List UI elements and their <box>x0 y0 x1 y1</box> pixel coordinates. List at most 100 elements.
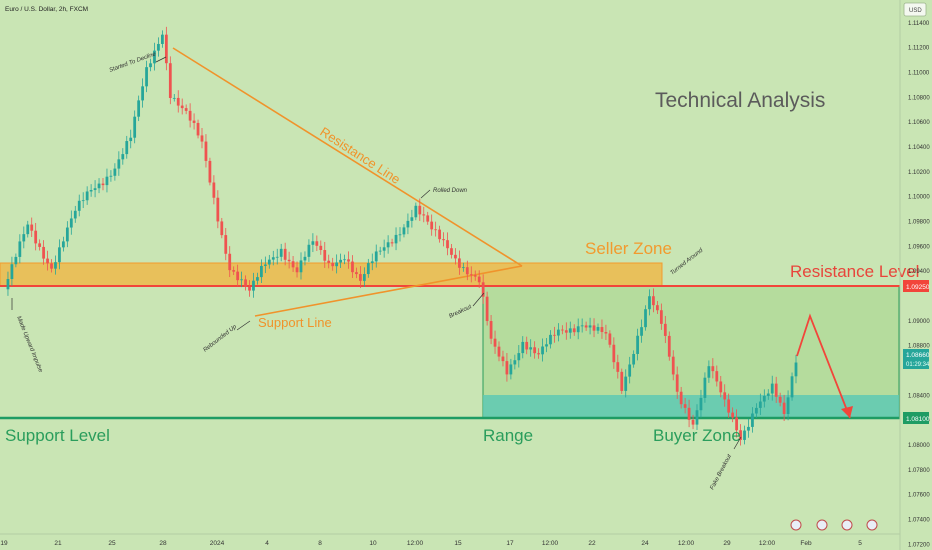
us-flag-event-icon[interactable] <box>816 519 828 531</box>
candle-body <box>279 248 283 257</box>
time-tick-label: 12:00 <box>678 540 695 547</box>
candle-body <box>267 259 271 265</box>
candle-body <box>73 210 77 219</box>
time-tick-label: 25 <box>108 540 116 547</box>
candle-body <box>208 160 212 183</box>
candle-body <box>62 241 65 248</box>
candle-body <box>125 141 129 155</box>
candle-body <box>109 175 113 177</box>
candle-body <box>489 321 493 339</box>
candle-body <box>608 333 612 345</box>
candle-body <box>774 383 778 397</box>
candle-body <box>260 265 263 278</box>
candle-body <box>248 286 251 291</box>
candle-body <box>370 261 374 264</box>
candle-body <box>739 430 742 440</box>
candle-body <box>145 67 148 87</box>
candle-body <box>85 191 89 201</box>
support-level-label: Support Level <box>5 426 110 445</box>
candle-body <box>794 362 798 377</box>
candle-body <box>778 396 782 403</box>
seller-zone-box <box>0 262 663 287</box>
time-tick-label: 19 <box>0 540 8 547</box>
candle-body <box>343 259 346 261</box>
price-tick-label: 1.07600 <box>908 493 930 499</box>
candle-body <box>656 305 659 311</box>
candle-body <box>303 256 307 261</box>
candle-body <box>315 241 319 246</box>
candle-body <box>695 410 699 425</box>
symbol-title: Euro / U.S. Dollar, 2h, FXCM <box>5 6 88 13</box>
event-icons[interactable] <box>790 519 878 531</box>
candle-body <box>168 63 172 98</box>
candle-body <box>426 215 430 222</box>
currency-badge[interactable] <box>903 2 927 17</box>
us-flag-event-icon[interactable] <box>790 519 802 531</box>
candle-body <box>244 279 247 287</box>
candle-body <box>6 278 10 290</box>
time-tick-label: 29 <box>723 540 731 547</box>
candle-body <box>790 376 794 398</box>
price-tick-label: 1.09800 <box>908 220 930 226</box>
countdown-text: 01:29:34 <box>906 362 930 368</box>
candle-body <box>172 97 176 99</box>
candle-body <box>188 110 192 121</box>
candle-body <box>69 218 73 228</box>
price-tick-label: 1.07800 <box>908 468 930 474</box>
candle-body <box>659 310 663 324</box>
seller-zone-label: Seller Zone <box>585 239 672 258</box>
currency-badge-text: USD <box>909 8 922 14</box>
time-tick-label: Feb <box>800 540 812 547</box>
candle-body <box>113 168 117 176</box>
candle-body <box>766 393 770 396</box>
candle-body <box>22 234 26 242</box>
candle-body <box>501 356 505 362</box>
price-tick-label: 1.08400 <box>908 393 930 399</box>
time-tick-label: 2024 <box>210 540 225 547</box>
candle-body <box>200 135 204 142</box>
candle-body <box>572 328 576 333</box>
candle-body <box>386 242 390 248</box>
price-tick-label: 1.09400 <box>908 269 930 275</box>
price-tick-label: 1.10000 <box>908 195 930 201</box>
support-trend-line <box>254 265 523 317</box>
range-label: Range <box>483 426 533 445</box>
candle-body <box>355 272 358 275</box>
candle-body <box>461 267 465 269</box>
time-tick-label: 4 <box>265 540 269 547</box>
candle-body <box>26 224 30 235</box>
candle-body <box>545 344 548 347</box>
candle-body <box>394 234 398 244</box>
projection-arrowhead <box>841 406 853 418</box>
resistance-level-label: Resistance Level <box>790 262 919 281</box>
us-flag-event-icon[interactable] <box>866 519 878 531</box>
candle-body <box>560 329 564 331</box>
candle-body <box>418 205 422 215</box>
candle-body <box>65 227 69 242</box>
candle-body <box>549 334 552 345</box>
resistance-price-tag-text: 1.09250 <box>906 284 930 291</box>
candle-body <box>390 242 394 244</box>
candle-body <box>454 254 457 259</box>
candle-body <box>430 221 434 230</box>
candle-body <box>176 97 180 106</box>
price-tick-label: 1.09000 <box>908 319 930 325</box>
us-flag-event-icon[interactable] <box>841 519 853 531</box>
candle-body <box>762 395 766 402</box>
candle-body <box>747 426 750 431</box>
candle-body <box>256 277 259 281</box>
candle-body <box>331 262 335 267</box>
buyer-zone-box <box>483 395 899 418</box>
rolled-down-arrow <box>420 189 431 199</box>
candle-body <box>374 251 378 262</box>
candle-body <box>671 356 675 375</box>
candle-body <box>652 296 655 306</box>
time-axis[interactable]: 19 21 25 28 2024 4 8 10 12:00 15 17 12:00 22 24 12:00 2… <box>0 540 862 547</box>
candle-body <box>164 34 168 64</box>
candle-body <box>675 374 679 392</box>
candle-body <box>236 271 240 281</box>
candle-body <box>723 392 727 400</box>
candle-body <box>588 325 592 328</box>
